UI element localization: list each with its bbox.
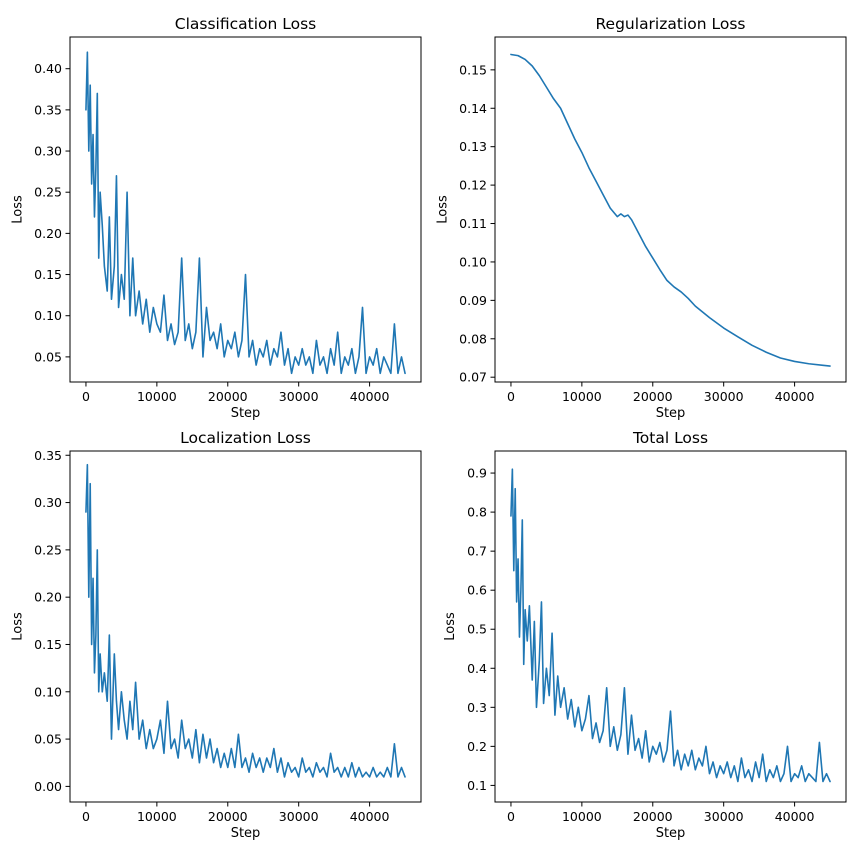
- regularization-loss-axes-frame: [494, 36, 847, 383]
- regularization-loss-y-tick-label: 0.10: [459, 254, 487, 269]
- regularization-loss-y-tick-label: 0.14: [459, 101, 487, 116]
- total-loss-title: Total Loss: [632, 429, 708, 447]
- regularization-loss-y-tick-label: 0.08: [459, 331, 487, 346]
- classification-loss-x-tick-label: 20000: [208, 389, 248, 404]
- regularization-loss-x-tick-label: 40000: [775, 389, 815, 404]
- classification-loss-y-tick-label: 0.05: [34, 349, 62, 364]
- regularization-loss-series-line: [510, 53, 831, 367]
- regularization-loss-x-tick-label: 20000: [633, 389, 673, 404]
- total-loss-x-axis-label: Step: [656, 826, 686, 841]
- classification-loss-x-tick-label: 40000: [350, 389, 390, 404]
- total-loss-x-tick-label: 10000: [562, 809, 602, 824]
- total-loss-y-axis-label: Loss: [443, 612, 458, 641]
- localization-loss-x-tick-label: 30000: [279, 809, 319, 824]
- regularization-loss-panel: 0 10000 20000 30000 40000 0.07 0.08 0.09 0.10 0.1…: [436, 15, 847, 421]
- total-loss-y-tick-label: 0.2: [467, 739, 487, 754]
- classification-loss-panel: 0 10000 20000 30000 40000 0.05 0.10 0.15 0.20 0.2…: [11, 15, 422, 421]
- classification-loss-x-tick-label: 10000: [137, 389, 177, 404]
- regularization-loss-y-tick-label: 0.12: [459, 178, 487, 193]
- regularization-loss-x-tick-label: 30000: [704, 389, 744, 404]
- localization-loss-y-tick-label: 0.10: [34, 684, 62, 699]
- localization-loss-series-line: [85, 463, 406, 778]
- regularization-loss-x-axis-label: Step: [656, 406, 686, 421]
- localization-loss-panel: 0 10000 20000 30000 40000 0.00 0.05 0.10 0.15 0.2…: [11, 429, 422, 841]
- total-loss-x-tick-label: 20000: [633, 809, 673, 824]
- total-loss-y-tick-label: 0.6: [467, 583, 487, 598]
- localization-loss-y-tick-label: 0.30: [34, 495, 62, 510]
- total-loss-y-tick-label: 0.4: [467, 661, 487, 676]
- total-loss-axes-frame: [494, 450, 847, 803]
- classification-loss-y-tick-label: 0.15: [34, 267, 62, 282]
- classification-loss-y-tick-label: 0.25: [34, 185, 62, 200]
- localization-loss-axes-frame: [69, 450, 422, 803]
- localization-loss-y-axis-label: Loss: [11, 612, 26, 641]
- total-loss-y-tick-label: 0.3: [467, 700, 487, 715]
- localization-loss-y-tick-label: 0.00: [34, 779, 62, 794]
- classification-loss-axes-frame: [69, 36, 422, 383]
- classification-loss-y-tick-label: 0.40: [34, 61, 62, 76]
- total-loss-x-tick-label: 30000: [704, 809, 744, 824]
- regularization-loss-y-axis-label: Loss: [436, 195, 451, 224]
- regularization-loss-y-tick-label: 0.13: [459, 139, 487, 154]
- regularization-loss-y-tick-label: 0.15: [459, 62, 487, 77]
- total-loss-x-tick-label: 40000: [775, 809, 815, 824]
- localization-loss-x-tick-label: 20000: [208, 809, 248, 824]
- regularization-loss-title: Regularization Loss: [595, 15, 745, 33]
- classification-loss-y-tick-label: 0.30: [34, 144, 62, 159]
- localization-loss-y-tick-label: 0.05: [34, 732, 62, 747]
- localization-loss-x-tick-label: 40000: [350, 809, 390, 824]
- total-loss-y-tick-label: 0.1: [467, 778, 487, 793]
- regularization-loss-x-tick-label: 0: [507, 389, 515, 404]
- localization-loss-y-tick-label: 0.35: [34, 448, 62, 463]
- localization-loss-x-tick-label: 10000: [137, 809, 177, 824]
- total-loss-series-line: [510, 468, 831, 783]
- localization-loss-x-axis-label: Step: [231, 826, 261, 841]
- localization-loss-y-tick-label: 0.15: [34, 637, 62, 652]
- classification-loss-y-tick-label: 0.20: [34, 226, 62, 241]
- total-loss-y-tick-label: 0.5: [467, 622, 487, 637]
- total-loss-panel: 0 10000 20000 30000 40000 0.1 0.2 0.3 0.4 0.5 0.6 0…: [443, 429, 847, 841]
- classification-loss-y-tick-label: 0.35: [34, 102, 62, 117]
- total-loss-y-tick-label: 0.9: [467, 466, 487, 481]
- regularization-loss-y-tick-label: 0.11: [459, 216, 487, 231]
- classification-loss-y-axis-label: Loss: [11, 195, 26, 224]
- classification-loss-x-axis-label: Step: [231, 406, 261, 421]
- regularization-loss-x-tick-label: 10000: [562, 389, 602, 404]
- localization-loss-y-tick-label: 0.25: [34, 542, 62, 557]
- localization-loss-title: Localization Loss: [180, 429, 311, 447]
- classification-loss-series-line: [85, 51, 406, 375]
- localization-loss-y-tick-label: 0.20: [34, 590, 62, 605]
- classification-loss-title: Classification Loss: [175, 15, 316, 33]
- classification-loss-y-tick-label: 0.10: [34, 308, 62, 323]
- localization-loss-x-tick-label: 0: [82, 809, 90, 824]
- total-loss-y-tick-label: 0.8: [467, 505, 487, 520]
- regularization-loss-y-tick-label: 0.09: [459, 293, 487, 308]
- total-loss-y-tick-label: 0.7: [467, 544, 487, 559]
- total-loss-x-tick-label: 0: [507, 809, 515, 824]
- classification-loss-x-tick-label: 30000: [279, 389, 319, 404]
- regularization-loss-y-tick-label: 0.07: [459, 370, 487, 385]
- classification-loss-x-tick-label: 0: [82, 389, 90, 404]
